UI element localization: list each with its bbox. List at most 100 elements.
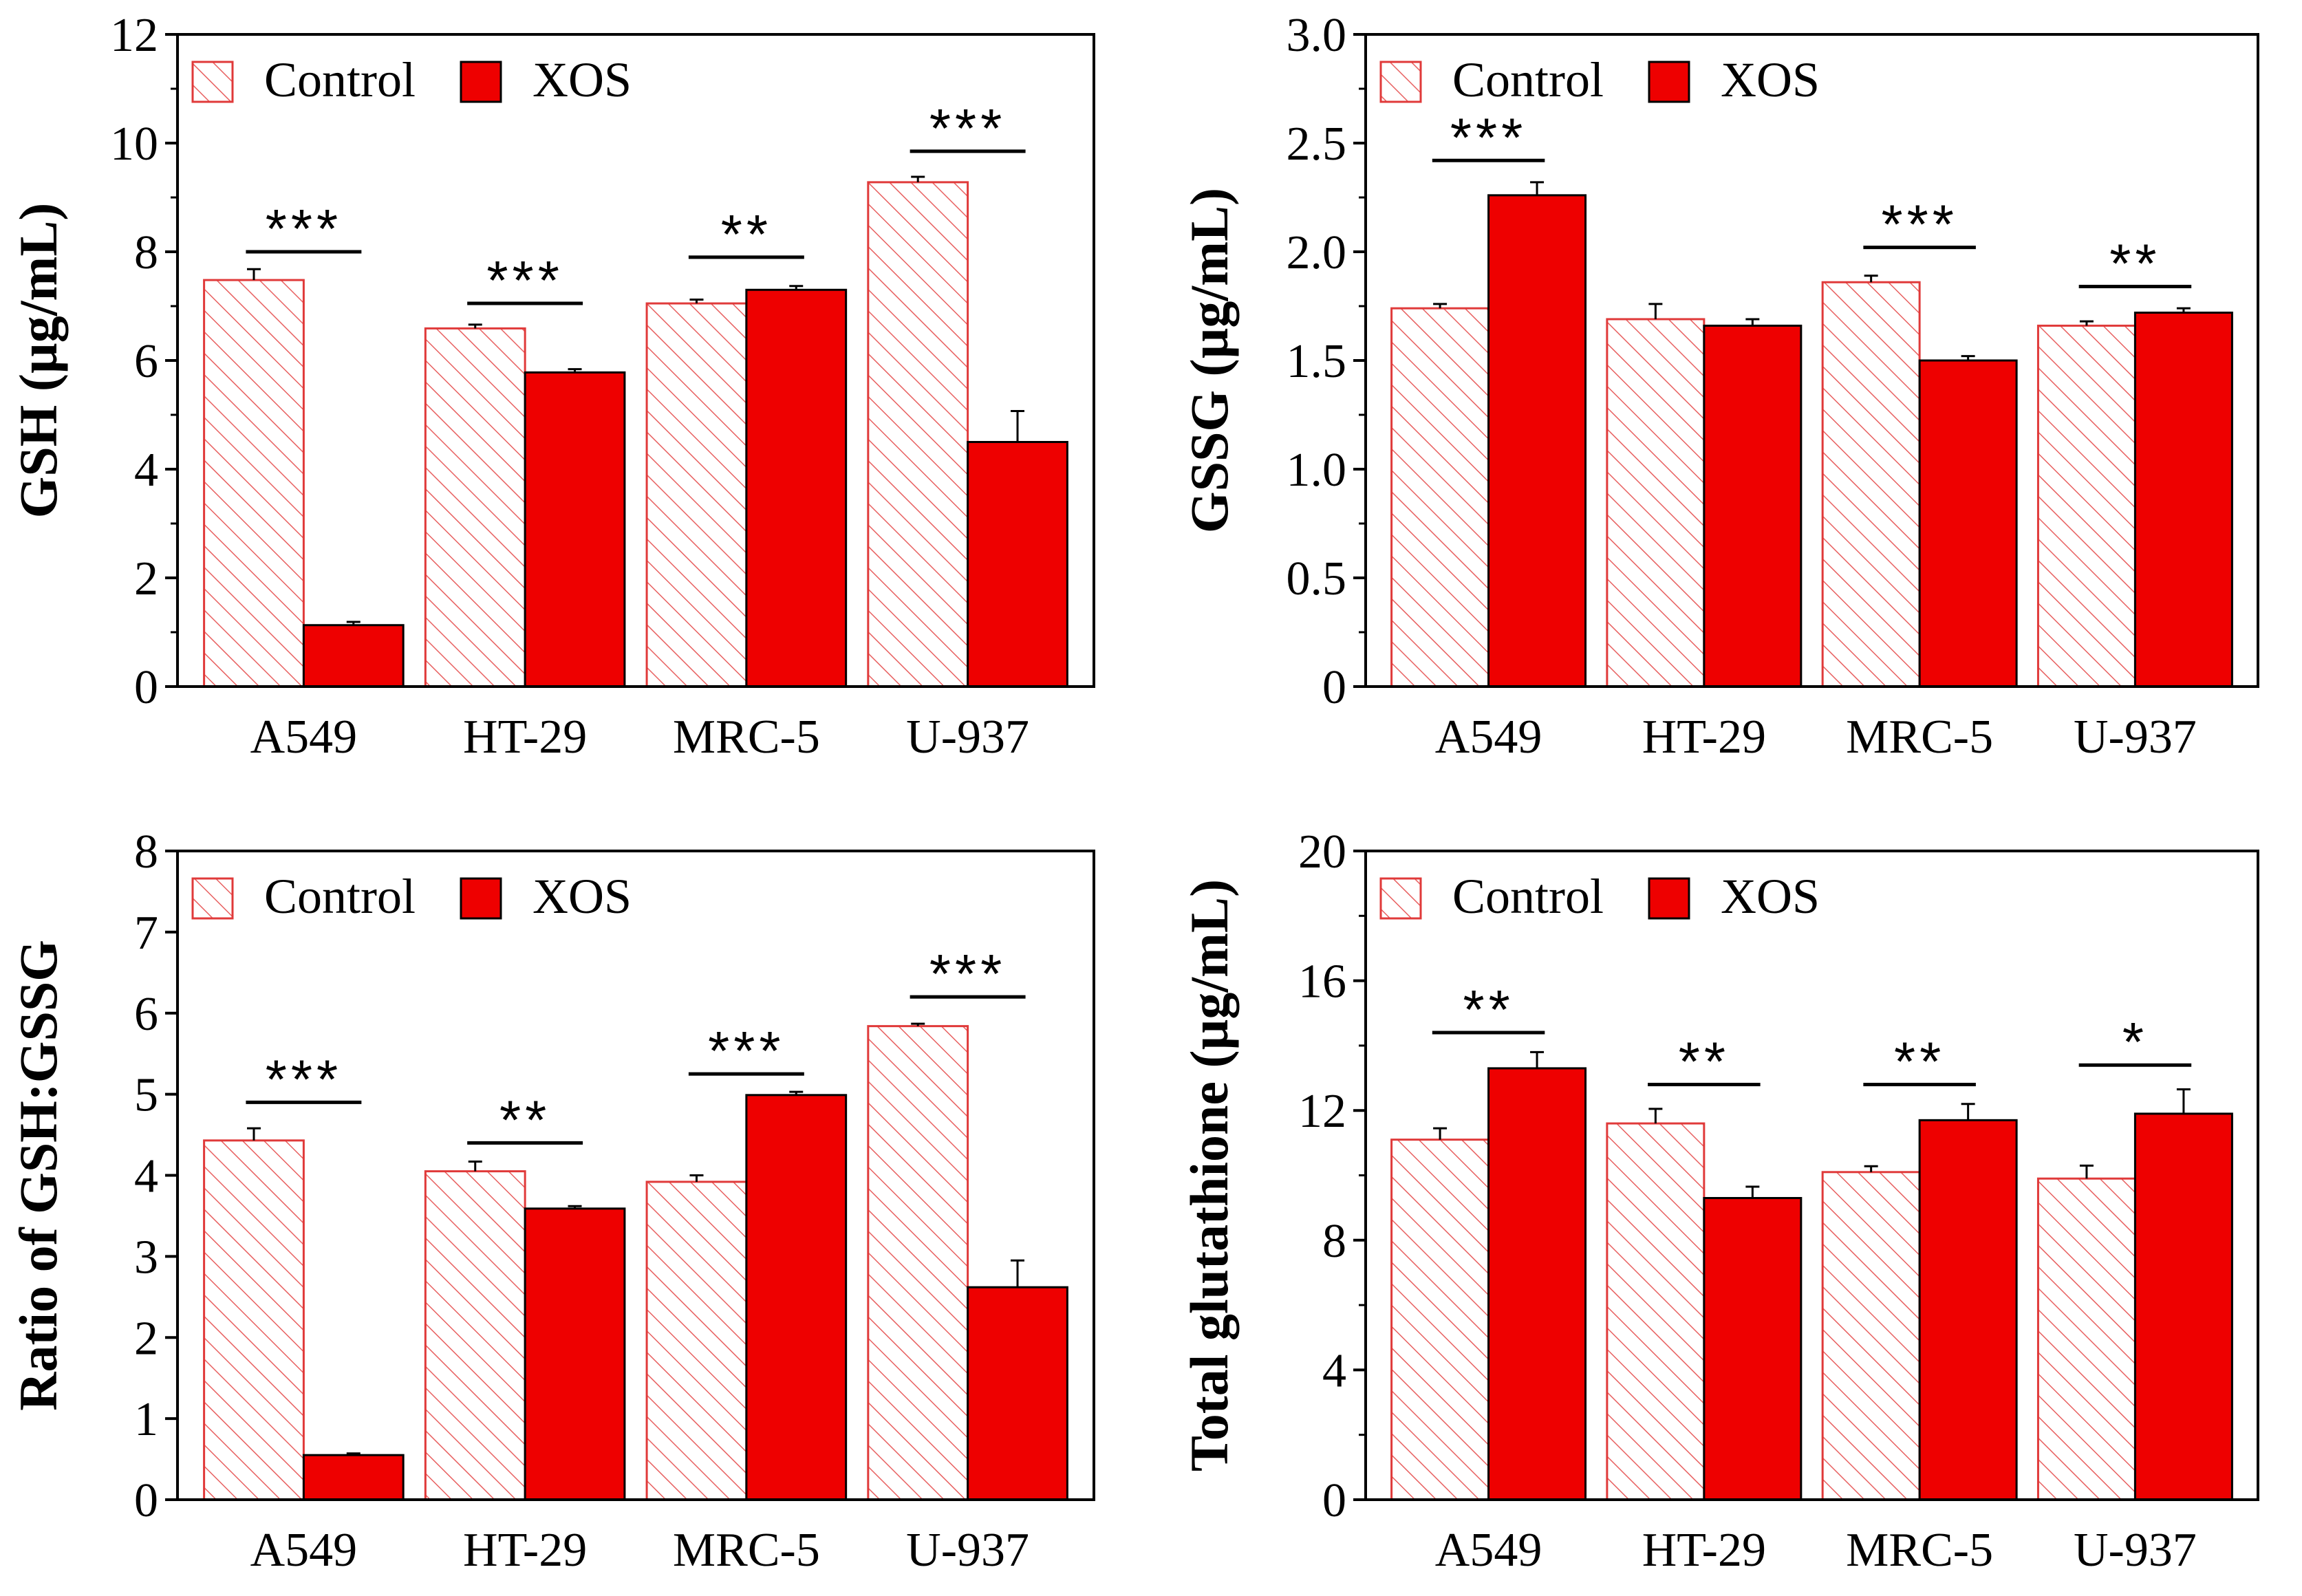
significance-label: ** xyxy=(2109,233,2160,294)
bar-control xyxy=(424,1170,526,1501)
bar-xos xyxy=(302,1454,405,1501)
bar-control xyxy=(2036,1177,2136,1501)
significance-label: ** xyxy=(721,204,772,265)
x-tick-label: U-937 xyxy=(2074,1524,2197,1577)
significance-label: * xyxy=(2122,1011,2148,1072)
bar-control xyxy=(1821,1171,1921,1501)
x-tick-label: MRC-5 xyxy=(1846,711,1993,764)
legend-swatch-control xyxy=(191,877,234,920)
y-tick-label: 12 xyxy=(110,9,158,62)
y-tick-label: 16 xyxy=(1298,956,1346,1009)
y-tick-label: 8 xyxy=(1322,1215,1346,1268)
legend-swatch-control xyxy=(1379,61,1422,103)
bar-control xyxy=(1606,318,1706,688)
significance-label: *** xyxy=(266,1048,342,1110)
bar-control xyxy=(2036,324,2136,688)
y-tick-label: 12 xyxy=(1298,1085,1346,1138)
bar-control xyxy=(645,1180,748,1501)
y-tick-label: 3 xyxy=(134,1231,158,1284)
significance-label: *** xyxy=(1881,194,1957,255)
bar-control xyxy=(1390,1139,1490,1501)
y-axis-title: GSSG (µg/mL) xyxy=(1179,188,1239,533)
legend-swatch-xos xyxy=(460,877,502,920)
bar-xos xyxy=(1703,324,1803,688)
y-axis-title: Total glutathione (µg/mL) xyxy=(1179,879,1239,1471)
significance-label: ** xyxy=(1894,1031,1945,1092)
y-tick-label: 1.5 xyxy=(1287,335,1347,388)
chart-panel-2: *** A549 HT-29 *** MRC-5 ** U-937 0 0.5 1.0 1.5 2.0… xyxy=(1179,9,2259,764)
bar-control xyxy=(203,1139,305,1501)
y-tick-label: 6 xyxy=(134,988,158,1041)
bar-xos xyxy=(2133,311,2233,688)
bar-xos xyxy=(967,441,1068,688)
x-tick-label: U-937 xyxy=(906,1524,1029,1577)
y-tick-label: 8 xyxy=(134,226,158,279)
bar-control xyxy=(1821,281,1921,688)
significance-label: *** xyxy=(1450,107,1527,168)
bar-xos xyxy=(745,1094,848,1501)
bar-xos xyxy=(302,624,405,688)
significance-label: *** xyxy=(708,1020,784,1081)
x-tick-label: A549 xyxy=(250,1524,358,1577)
y-tick-label: 7 xyxy=(134,907,158,960)
legend-swatch-control xyxy=(191,61,234,103)
y-tick-label: 1 xyxy=(134,1393,158,1446)
bar-control xyxy=(867,181,969,688)
x-tick-label: HT-29 xyxy=(463,711,587,764)
y-tick-label: 8 xyxy=(134,826,158,878)
x-tick-label: U-937 xyxy=(906,711,1029,764)
y-tick-label: 2.0 xyxy=(1287,226,1347,279)
bar-control xyxy=(1390,307,1490,688)
legend-swatch-control xyxy=(1379,877,1422,920)
x-tick-label: MRC-5 xyxy=(1846,1524,1993,1577)
legend-swatch-xos xyxy=(1648,61,1690,103)
x-tick-label: U-937 xyxy=(2074,711,2197,764)
x-tick-label: MRC-5 xyxy=(673,711,820,764)
y-tick-label: 0 xyxy=(134,661,158,714)
bar-xos xyxy=(745,288,848,688)
y-tick-label: 4 xyxy=(134,1150,158,1203)
x-tick-label: HT-29 xyxy=(1642,1524,1766,1577)
x-tick-label: HT-29 xyxy=(463,1524,587,1577)
bar-xos xyxy=(524,371,626,688)
y-tick-label: 0 xyxy=(1322,661,1346,714)
legend-label-xos: XOS xyxy=(533,52,632,107)
y-tick-label: 4 xyxy=(134,444,158,497)
x-tick-label: HT-29 xyxy=(1642,711,1766,764)
y-tick-label: 0.5 xyxy=(1287,552,1347,605)
y-tick-label: 0 xyxy=(1322,1474,1346,1527)
significance-label: ** xyxy=(499,1089,550,1150)
legend-swatch-xos xyxy=(460,61,502,103)
bar-control xyxy=(424,327,526,688)
y-tick-label: 3.0 xyxy=(1287,9,1347,62)
bar-xos xyxy=(1703,1197,1803,1501)
significance-label: *** xyxy=(929,943,1006,1004)
legend-label-control: Control xyxy=(264,52,416,107)
significance-label: *** xyxy=(486,250,563,311)
significance-label: ** xyxy=(1679,1031,1730,1092)
bar-xos xyxy=(524,1207,626,1501)
bar-xos xyxy=(1487,194,1587,688)
legend-label-xos: XOS xyxy=(533,869,632,924)
bar-control xyxy=(867,1025,969,1501)
y-tick-label: 6 xyxy=(134,335,158,388)
bar-xos xyxy=(1487,1067,1587,1501)
bar-control xyxy=(1606,1122,1706,1501)
legend-label-control: Control xyxy=(1452,52,1604,107)
bar-control xyxy=(203,279,305,688)
x-tick-label: A549 xyxy=(250,711,358,764)
legend-label-xos: XOS xyxy=(1721,869,1820,924)
significance-label: ** xyxy=(1463,979,1514,1040)
y-tick-label: 0 xyxy=(134,1474,158,1527)
bar-xos xyxy=(967,1286,1068,1501)
y-tick-label: 4 xyxy=(1322,1344,1346,1397)
legend-label-xos: XOS xyxy=(1721,52,1820,107)
x-tick-label: A549 xyxy=(1435,1524,1542,1577)
y-tick-label: 20 xyxy=(1298,826,1346,878)
y-axis-title: GSH (µg/mL) xyxy=(8,203,68,519)
y-axis-title: Ratio of GSH:GSSG xyxy=(8,940,68,1411)
y-tick-label: 10 xyxy=(110,118,158,171)
bar-xos xyxy=(1918,1119,2018,1501)
chart-panel-4: ** A549 ** HT-29 ** MRC-5 * U-937 0 4 8 12 16 20 Total… xyxy=(1179,826,2259,1577)
